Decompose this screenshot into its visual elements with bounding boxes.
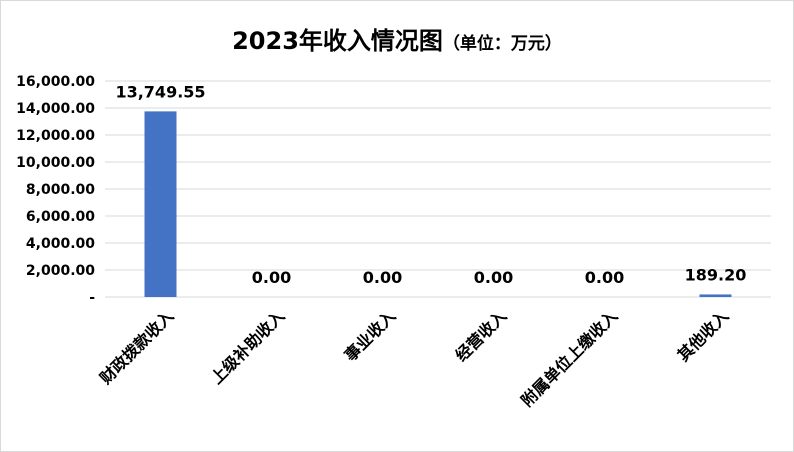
x-category-label: 财政拨款收入: [95, 306, 177, 388]
bar: [144, 111, 177, 297]
data-label: 13,749.55: [115, 82, 205, 101]
data-label: 189.20: [685, 265, 747, 284]
x-category-label: 经营收入: [452, 306, 511, 365]
y-tick-label: 16,000.00: [16, 74, 95, 90]
y-tick-label: -: [89, 290, 95, 306]
chart-title-unit: （单位：万元）: [442, 34, 562, 54]
data-label: 0.00: [363, 268, 402, 287]
x-category-label: 上级补助收入: [207, 306, 288, 387]
data-label: 0.00: [474, 268, 513, 287]
y-tick-label: 14,000.00: [16, 101, 95, 117]
x-category-label: 事业收入: [341, 306, 400, 365]
y-tick-label: 2,000.00: [26, 263, 95, 279]
y-tick-label: 12,000.00: [16, 128, 95, 144]
y-tick-label: 4,000.00: [26, 236, 95, 252]
y-tick-label: 10,000.00: [16, 155, 95, 171]
y-tick-label: 6,000.00: [26, 209, 95, 225]
chart-title: 2023年收入情况图: [232, 27, 443, 55]
bar: [699, 294, 732, 297]
x-category-label: 其他收入: [674, 306, 733, 365]
data-label: 0.00: [585, 268, 624, 287]
y-tick-label: 8,000.00: [26, 182, 95, 198]
x-category-label: 附属单位上缴收入: [517, 306, 621, 410]
data-label: 0.00: [252, 268, 291, 287]
chart-title-block: 2023年收入情况图（单位：万元）: [1, 21, 793, 56]
